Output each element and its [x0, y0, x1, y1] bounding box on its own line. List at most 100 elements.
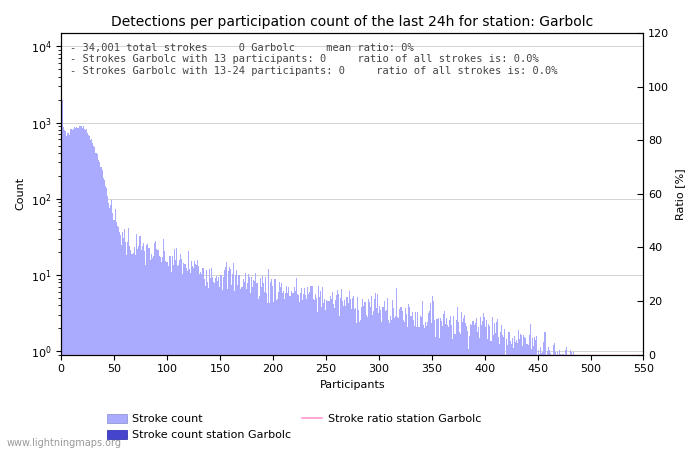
Bar [434, 320, 435, 450]
Bar [279, 282, 280, 450]
Bar [503, 338, 504, 450]
Bar [342, 301, 343, 450]
Bar [595, 379, 596, 450]
Bar [482, 321, 483, 450]
Bar [473, 325, 475, 450]
Bar [159, 256, 160, 450]
Bar [437, 319, 438, 450]
Bar [358, 310, 359, 450]
Bar [118, 227, 119, 450]
Bar [307, 287, 308, 450]
Bar [195, 264, 196, 450]
Bar [480, 317, 481, 450]
Bar [463, 318, 464, 450]
Bar [253, 280, 254, 450]
Bar [612, 394, 613, 450]
Bar [167, 266, 169, 450]
Bar [427, 321, 428, 450]
Bar [227, 289, 228, 450]
Bar [323, 303, 324, 450]
Bar [540, 347, 541, 450]
Bar [601, 383, 603, 450]
Bar [144, 252, 146, 450]
Bar [210, 278, 211, 450]
Bar [444, 311, 445, 450]
Bar [136, 249, 138, 450]
Bar [398, 318, 400, 450]
Bar [409, 307, 410, 450]
Bar [163, 238, 164, 450]
Bar [109, 208, 111, 450]
Bar [553, 346, 554, 450]
Bar [264, 292, 265, 450]
Bar [590, 367, 591, 450]
Bar [283, 291, 284, 450]
Y-axis label: Count: Count [15, 177, 25, 211]
Bar [570, 350, 571, 450]
Bar [357, 297, 358, 450]
Bar [550, 353, 551, 450]
Bar [67, 133, 68, 450]
Bar [586, 361, 587, 450]
Bar [465, 323, 466, 450]
Bar [88, 135, 89, 450]
Bar [596, 369, 597, 450]
Bar [208, 288, 209, 450]
Bar [442, 326, 443, 450]
Bar [607, 382, 608, 450]
Bar [400, 307, 402, 450]
Bar [411, 316, 412, 450]
Bar [542, 352, 543, 450]
Bar [165, 261, 167, 450]
Bar [555, 351, 556, 450]
Bar [360, 320, 361, 450]
Bar [394, 318, 395, 450]
Bar [567, 367, 568, 450]
Bar [87, 133, 88, 450]
Bar [410, 316, 411, 450]
Bar [218, 277, 219, 450]
Bar [200, 272, 202, 450]
Bar [161, 262, 162, 450]
Bar [309, 292, 310, 450]
Bar [143, 243, 144, 450]
Bar [524, 337, 526, 450]
Bar [206, 282, 208, 450]
Bar [192, 266, 193, 450]
Bar [344, 300, 345, 450]
Bar [421, 301, 423, 450]
Bar [545, 372, 547, 450]
Bar [154, 243, 155, 450]
Bar [122, 232, 123, 450]
Bar [184, 264, 186, 450]
Bar [572, 362, 573, 450]
Bar [83, 126, 84, 450]
Bar [395, 316, 396, 450]
Bar [127, 242, 128, 450]
Bar [372, 315, 373, 450]
Bar [182, 274, 183, 450]
Bar [254, 281, 256, 450]
Bar [284, 299, 285, 450]
Bar [382, 307, 384, 450]
Bar [425, 322, 426, 450]
Bar [101, 166, 102, 450]
Bar [597, 384, 598, 450]
Bar [150, 254, 152, 450]
Bar [341, 289, 342, 450]
Bar [181, 259, 182, 450]
Bar [441, 320, 442, 450]
Bar [587, 358, 588, 450]
Bar [560, 354, 561, 450]
Bar [223, 270, 225, 450]
Bar [282, 293, 283, 450]
Bar [250, 293, 251, 450]
Bar [429, 310, 430, 450]
Bar [335, 301, 336, 450]
Bar [359, 322, 360, 450]
Bar [245, 273, 246, 450]
Bar [120, 235, 121, 450]
Bar [606, 365, 607, 450]
Bar [68, 133, 69, 450]
Bar [221, 290, 223, 450]
